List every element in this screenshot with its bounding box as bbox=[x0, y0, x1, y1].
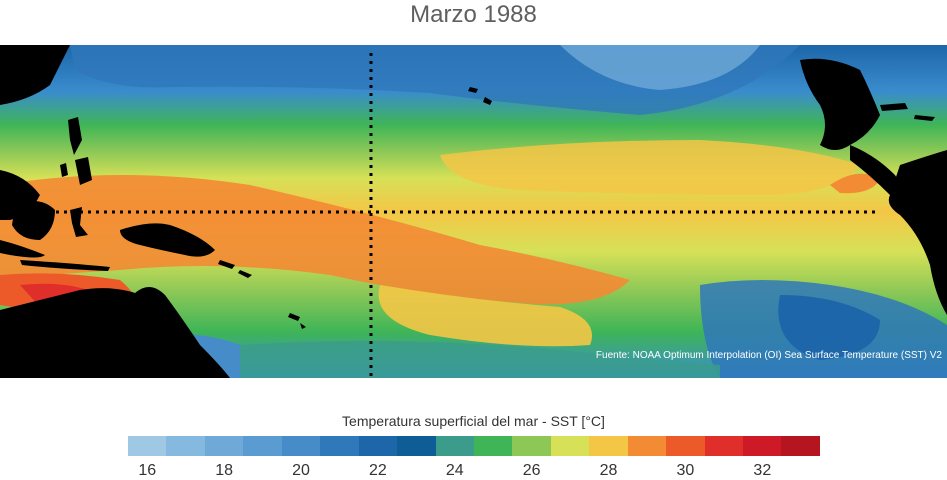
colorbar-tick-label: 16 bbox=[138, 462, 157, 479]
colorbar-tick-label: 26 bbox=[522, 462, 541, 479]
source-note: Fuente: NOAA Optimum Interpolation (OI) … bbox=[595, 350, 942, 361]
colorbar-tick-label: 24 bbox=[445, 462, 464, 479]
map-title: Marzo 1988 bbox=[410, 1, 537, 28]
panama-warm-spot bbox=[830, 173, 880, 194]
colorbar-swatch bbox=[358, 436, 398, 456]
colorbar-swatch bbox=[473, 436, 513, 456]
colorbar-swatch bbox=[666, 436, 705, 456]
hawaii-islands bbox=[468, 87, 492, 105]
philippines-islands bbox=[60, 117, 92, 185]
colorbar bbox=[128, 436, 820, 456]
humboldt-cold-core bbox=[778, 295, 880, 360]
warm-pool-east bbox=[378, 285, 592, 347]
colorbar-swatch bbox=[166, 436, 205, 456]
mexico-central-america bbox=[800, 58, 880, 150]
central-band-warm bbox=[440, 140, 860, 195]
colorbar-swatch bbox=[320, 436, 359, 456]
colorbar-swatch bbox=[781, 436, 820, 456]
colorbar-swatch bbox=[589, 436, 628, 456]
colorbar-label: Temperatura superficial del mar - SST [°… bbox=[342, 413, 605, 429]
colorbar-swatch bbox=[704, 436, 743, 456]
south-cold-water bbox=[240, 341, 720, 378]
south-america-landmass bbox=[888, 150, 947, 315]
north-cold-water-core bbox=[560, 45, 760, 90]
colorbar-tick-label: 22 bbox=[368, 462, 387, 479]
colorbar-tick-label: 30 bbox=[676, 462, 695, 479]
colorbar-swatch bbox=[397, 436, 436, 456]
colorbar-tick-label: 18 bbox=[215, 462, 233, 479]
colorbar-swatch bbox=[627, 436, 667, 456]
asia-landmass bbox=[0, 45, 70, 105]
sumatra-java-islands bbox=[0, 240, 110, 271]
solomon-islands bbox=[218, 260, 252, 278]
australia-landmass bbox=[0, 286, 230, 378]
central-america-isthmus bbox=[850, 145, 899, 195]
new-guinea-island bbox=[120, 223, 215, 257]
new-caledonia-island bbox=[288, 313, 306, 329]
colorbar-swatch bbox=[243, 436, 282, 456]
borneo-island bbox=[12, 201, 55, 240]
colorbar-swatch bbox=[435, 436, 474, 456]
sulawesi-island bbox=[70, 207, 88, 237]
sst-map bbox=[0, 45, 947, 378]
caribbean-islands bbox=[880, 103, 935, 121]
colorbar-swatch bbox=[550, 436, 590, 456]
colorbar-tick-label: 20 bbox=[292, 462, 310, 479]
colorbar-swatch bbox=[281, 436, 321, 456]
warm-pool-west bbox=[0, 175, 630, 305]
colorbar-tick-label: 28 bbox=[599, 462, 618, 479]
colorbar-tick-label: 32 bbox=[753, 462, 772, 479]
colorbar-swatch bbox=[204, 436, 244, 456]
colorbar-swatch bbox=[743, 436, 782, 456]
colorbar-swatch bbox=[128, 436, 167, 456]
colorbar-swatch bbox=[512, 436, 551, 456]
